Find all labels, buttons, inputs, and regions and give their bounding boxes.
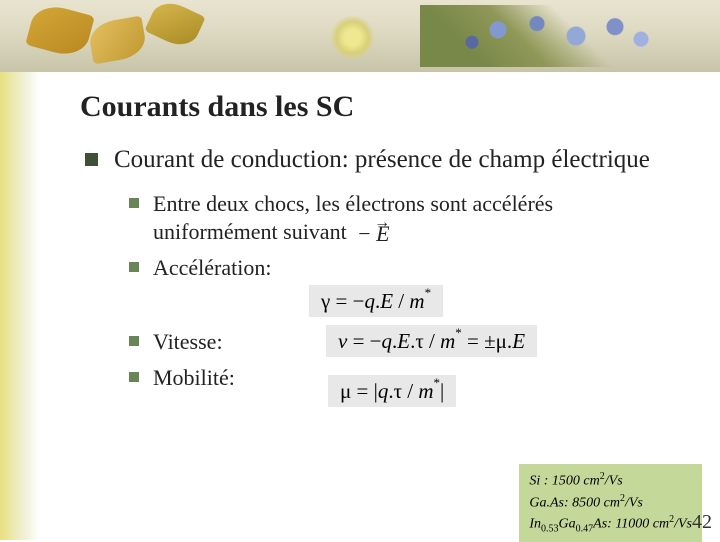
bullet-small-icon [129,372,139,382]
slide-title: Courants dans les SC [80,90,680,124]
bullet-large-icon [85,153,98,166]
vitesse-row: Vitesse: v = −q.E.τ / m* = ±μ.E [129,328,680,356]
bullet-small-icon [129,262,139,272]
vitesse-label: Vitesse: [153,328,223,356]
mobility-line-gaas: Ga.As: 8500 cm2/Vs [529,492,692,514]
main-bullet-text: Courant de conduction: présence de champ… [114,144,650,176]
vector-arrow-icon: → [374,213,390,233]
vector-e-symbol: → E [376,221,389,246]
sub-bullet-item: Entre deux chocs, les électrons sont acc… [129,190,680,248]
mobilite-row: Mobilité: μ = |q.τ / m*| [129,364,680,405]
main-bullet-item: Courant de conduction: présence de champ… [85,144,680,176]
acceleration-formula-wrap: γ = −q.E / m* [309,288,680,315]
acceleration-formula: γ = −q.E / m* [309,285,443,317]
sub-bullet-list: Entre deux chocs, les électrons sont acc… [129,190,680,405]
sub-bullet-item: Vitesse: [129,328,284,356]
sub-bullet-item: Accélération: [129,254,680,282]
mobilite-formula-wrap: μ = |q.τ / m*| [328,378,456,405]
vitesse-formula: v = −q.E.τ / m* = ±μ.E [326,325,537,357]
bullet-small-icon [129,336,139,346]
sub-bullet-item: Mobilité: [129,364,284,392]
decorative-banner [0,0,720,72]
page-number: 42 [692,511,712,534]
item1-text: Entre deux chocs, les électrons sont acc… [153,191,553,244]
leaf-decoration [25,1,95,60]
bullet-small-icon [129,198,139,208]
acceleration-label: Accélération: [153,254,272,282]
leaf-decoration [87,16,148,65]
flower-cluster [420,5,680,67]
mobilite-formula: μ = |q.τ / m*| [328,375,456,407]
mobilite-label: Mobilité: [153,364,235,392]
mobility-line-ingaas: In0.53Ga0.47As: 11000 cm2/Vs [529,513,692,536]
sub-bullet-text: Entre deux chocs, les électrons sont acc… [153,190,680,248]
slide-content: Courants dans les SC Courant de conducti… [0,72,720,405]
minus-sign: − [358,221,370,246]
mobility-values-box: Si : 1500 cm2/Vs Ga.As: 8500 cm2/Vs In0.… [519,464,702,542]
leaf-decoration [144,0,205,52]
vector-minus-e: − → E [358,220,389,248]
mobility-line-si: Si : 1500 cm2/Vs [529,470,692,492]
vitesse-formula-wrap: v = −q.E.τ / m* = ±μ.E [326,328,537,355]
flower-decoration [330,15,375,60]
